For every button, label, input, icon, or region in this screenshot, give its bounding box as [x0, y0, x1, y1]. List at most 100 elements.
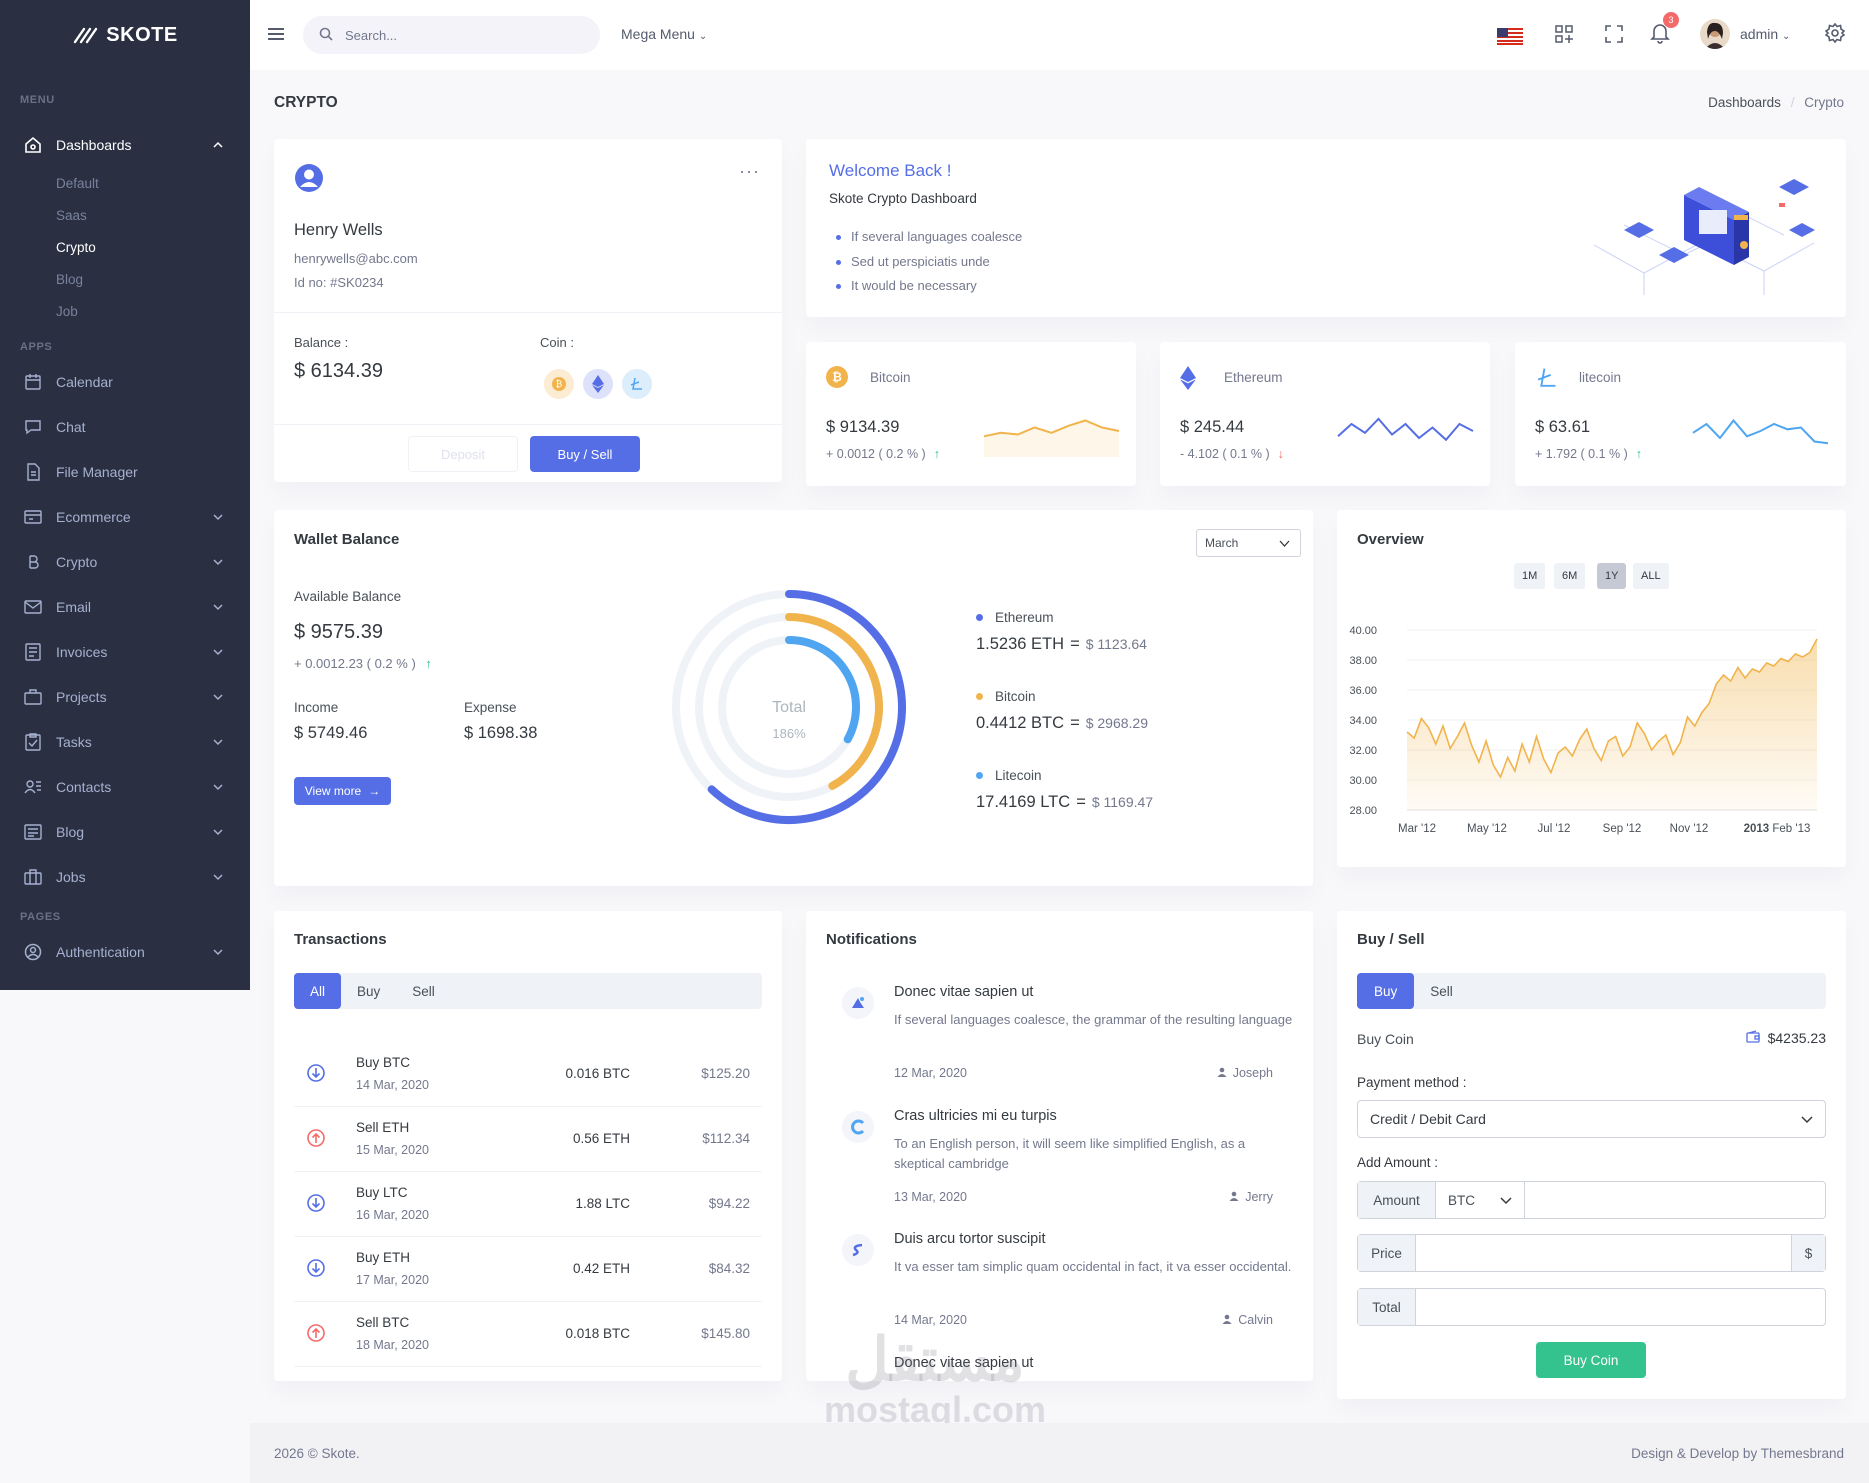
range-1m[interactable]: 1M — [1514, 563, 1546, 589]
table-row[interactable]: Sell BTC 18 Mar, 2020 0.018 BTC $145.80 — [294, 1302, 762, 1367]
sidebar-item-jobs[interactable]: Jobs — [0, 854, 250, 899]
sidebar-subitem-crypto[interactable]: Crypto — [56, 239, 96, 255]
us-flag-icon[interactable] — [1497, 28, 1523, 48]
notification-title: Donec vitae sapien ut — [894, 984, 1034, 1000]
tab-sell[interactable]: Sell — [412, 983, 435, 999]
table-row[interactable]: Buy BTC 14 Mar, 2020 0.016 BTC $125.20 — [294, 1042, 762, 1107]
x-tick-label: Nov '12 — [1670, 823, 1709, 835]
notification-source-icon — [842, 1110, 874, 1143]
asset-name: Litecoin — [995, 768, 1042, 783]
sidebar-subitem-default[interactable]: Default — [56, 175, 99, 191]
notification-item[interactable]: Duis arcu tortor suscipit It va esser tam… — [826, 1226, 1293, 1346]
breadcrumb-dashboards[interactable]: Dashboards — [1708, 95, 1781, 110]
table-row[interactable]: Sell ETH 15 Mar, 2020 0.56 ETH $112.34 — [294, 1107, 762, 1172]
avatar[interactable] — [1700, 19, 1730, 49]
sidebar-item-label: Blog — [56, 823, 85, 840]
wallet-asset-bitcoin: Bitcoin 0.4412 BTC = $ 2968.29 — [976, 689, 1148, 732]
user-circle-icon — [24, 943, 42, 961]
coin-change: + 0.0012 ( 0.2 % ) ↑ — [826, 447, 940, 461]
range-1y[interactable]: 1Y — [1597, 563, 1627, 589]
notification-item[interactable]: Donec vitae sapien ut If several language… — [826, 979, 1293, 1099]
sidebar-item-invoices[interactable]: Invoices — [0, 629, 250, 674]
y-tick-label: 36.00 — [1349, 685, 1377, 697]
sparkline-chart — [1337, 417, 1474, 442]
legend-dot — [976, 614, 983, 621]
notification-item[interactable]: Cras ultricies mi eu turpis To an English… — [826, 1103, 1293, 1223]
sidebar-item-authentication[interactable]: Authentication — [0, 929, 250, 974]
payment-method-select[interactable]: Credit / Debit Card — [1357, 1100, 1826, 1138]
brand-logo[interactable]: SKOTE — [0, 0, 250, 70]
mega-menu-button[interactable]: Mega Menu ⌄ — [621, 26, 707, 42]
buy-coin-button[interactable]: Buy Coin — [1536, 1342, 1646, 1378]
more-options-icon[interactable]: ··· — [739, 161, 760, 181]
total-input[interactable] — [1416, 1289, 1825, 1325]
chevron-down-icon — [213, 599, 223, 615]
table-row[interactable]: Buy ETH 17 Mar, 2020 0.42 ETH $84.32 — [294, 1237, 762, 1302]
sidebar-item-label: Dashboards — [56, 136, 132, 153]
user-menu[interactable]: admin ⌄ — [1740, 26, 1790, 42]
notification-user-name: Jerry — [1245, 1189, 1273, 1204]
tx-amount: 0.018 BTC — [565, 1326, 630, 1341]
sidebar-item-blog[interactable]: Blog — [0, 809, 250, 854]
hamburger-menu-icon[interactable] — [268, 27, 284, 44]
buy-sell-tabs: Buy Sell — [1357, 973, 1826, 1009]
tab-all[interactable]: All — [294, 973, 342, 1009]
asset-amount: 0.4412 BTC — [976, 714, 1065, 732]
buy-sell-button[interactable]: Buy / Sell — [530, 436, 640, 472]
crypto-icon — [24, 553, 42, 571]
total-addon: Total — [1358, 1289, 1416, 1325]
settings-gear-icon[interactable] — [1824, 22, 1846, 46]
contacts-icon — [24, 778, 42, 796]
user-icon — [1229, 1190, 1239, 1204]
tab-buy[interactable]: Buy — [1357, 973, 1415, 1009]
user-icon — [1217, 1066, 1227, 1080]
notification-user-name: Calvin — [1238, 1313, 1273, 1327]
tab-sell[interactable]: Sell — [1430, 983, 1453, 999]
sidebar-subitem-blog[interactable]: Blog — [56, 271, 84, 287]
sidebar-item-email[interactable]: Email — [0, 584, 250, 629]
notification-item[interactable]: Donec vitae sapien ut — [826, 1350, 1293, 1382]
asset-value: $ 1123.64 — [1085, 636, 1147, 652]
view-more-button[interactable]: View more → — [294, 777, 391, 805]
notifications-card: Notifications Donec vitae sapien ut If se… — [806, 911, 1313, 1381]
overview-chart: 40.00 38.00 36.00 34.00 32.00 30.00 28.00 Mar '… — [1349, 625, 1818, 835]
sidebar-item-crypto[interactable]: Crypto — [0, 539, 250, 584]
sidebar-item-calendar[interactable]: Calendar — [0, 359, 250, 404]
fullscreen-icon[interactable] — [1605, 25, 1623, 46]
range-all[interactable]: ALL — [1633, 563, 1669, 589]
wallet-amount-value: $4235.23 — [1767, 1030, 1826, 1046]
notification-body: If several languages coalesce, the gramm… — [894, 1012, 1293, 1027]
search-input[interactable]: Search... — [303, 16, 600, 54]
month-select[interactable]: March — [1196, 529, 1301, 557]
table-row[interactable]: Buy LTC 16 Mar, 2020 1.88 LTC $94.22 — [294, 1172, 762, 1237]
wallet-balance-card: Wallet Balance March Available Balance $… — [274, 510, 1313, 886]
sidebar-subitem-saas[interactable]: Saas — [56, 207, 87, 223]
income-label: Income — [294, 700, 339, 715]
apps-grid-icon[interactable] — [1555, 25, 1573, 46]
tx-name: Sell BTC — [356, 1315, 410, 1330]
chevron-down-icon — [213, 734, 223, 750]
deposit-button[interactable]: Deposit — [408, 436, 518, 472]
sidebar-item-dashboards[interactable]: Dashboards — [0, 122, 250, 167]
sidebar-item-chat[interactable]: Chat — [0, 404, 250, 449]
notification-bell-icon[interactable] — [1650, 22, 1670, 47]
bitcoin-card: ₿ Bitcoin $ 9134.39 + 0.0012 ( 0.2 % ) ↑ — [806, 342, 1136, 486]
sidebar-item-ecommerce[interactable]: Ecommerce — [0, 494, 250, 539]
coin-select[interactable]: BTC — [1436, 1182, 1525, 1218]
bitcoin-icon: ₿ — [826, 366, 848, 388]
amount-input[interactable] — [1525, 1182, 1825, 1218]
x-tick-label: May '12 — [1467, 823, 1507, 835]
sidebar-subitem-job[interactable]: Job — [56, 303, 78, 319]
sidebar-item-contacts[interactable]: Contacts — [0, 764, 250, 809]
sidebar-item-tasks[interactable]: Tasks — [0, 719, 250, 764]
footer-copyright: 2026 © Skote. — [274, 1445, 360, 1461]
breadcrumb-crypto: Crypto — [1804, 95, 1844, 110]
coin-name: Bitcoin — [870, 370, 911, 385]
wallet-icon — [1745, 1030, 1760, 1046]
price-input[interactable] — [1416, 1235, 1791, 1271]
file-manager-icon — [24, 462, 42, 481]
tab-buy[interactable]: Buy — [357, 983, 381, 999]
range-6m[interactable]: 6M — [1554, 563, 1586, 589]
sidebar-item-projects[interactable]: Projects — [0, 674, 250, 719]
sidebar-item-file-manager[interactable]: File Manager — [0, 449, 250, 494]
